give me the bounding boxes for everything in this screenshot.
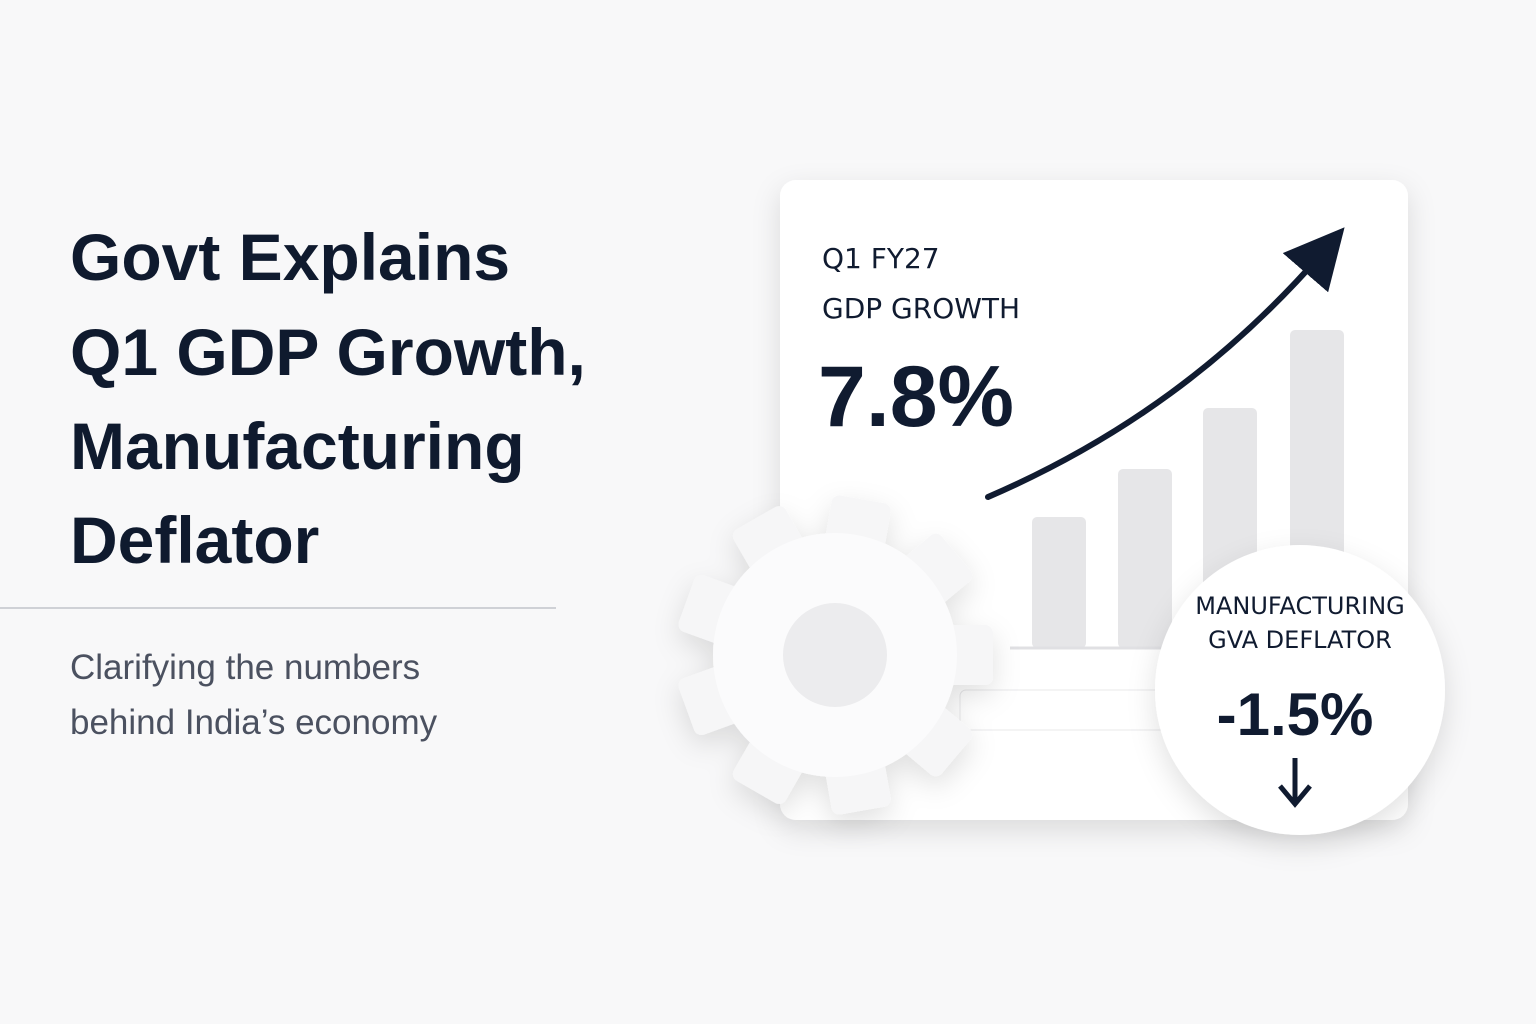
title-line: Q1 GDP Growth, [70, 315, 586, 389]
gear-hole [783, 603, 887, 707]
subtitle-line: Clarifying the numbers [70, 648, 420, 687]
headline: Govt Explains Q1 GDP Growth, Manufacturi… [0, 220, 586, 742]
subtitle-line: behind India’s economy [70, 703, 438, 742]
deco-bar [1118, 469, 1172, 648]
badge-disc [1155, 545, 1445, 835]
badge-value: -1.5% [1217, 681, 1374, 748]
trend-arrow [985, 227, 1345, 500]
title-line: Govt Explains [70, 220, 510, 294]
badge-label-line: MANUFACTURING [1195, 592, 1405, 620]
badge: MANUFACTURING GVA DEFLATOR -1.5% [1155, 545, 1445, 835]
gear [678, 495, 993, 815]
deco-bar [1032, 517, 1086, 648]
down-arrow [1278, 758, 1312, 808]
badge-label-line: GVA DEFLATOR [1208, 626, 1392, 654]
card-value: 7.8% [818, 349, 1014, 445]
card-label: GDP GROWTH [822, 292, 1020, 325]
title-line: Deflator [70, 503, 319, 577]
title-line: Manufacturing [70, 409, 525, 483]
card-period: Q1 FY27 [822, 242, 940, 275]
